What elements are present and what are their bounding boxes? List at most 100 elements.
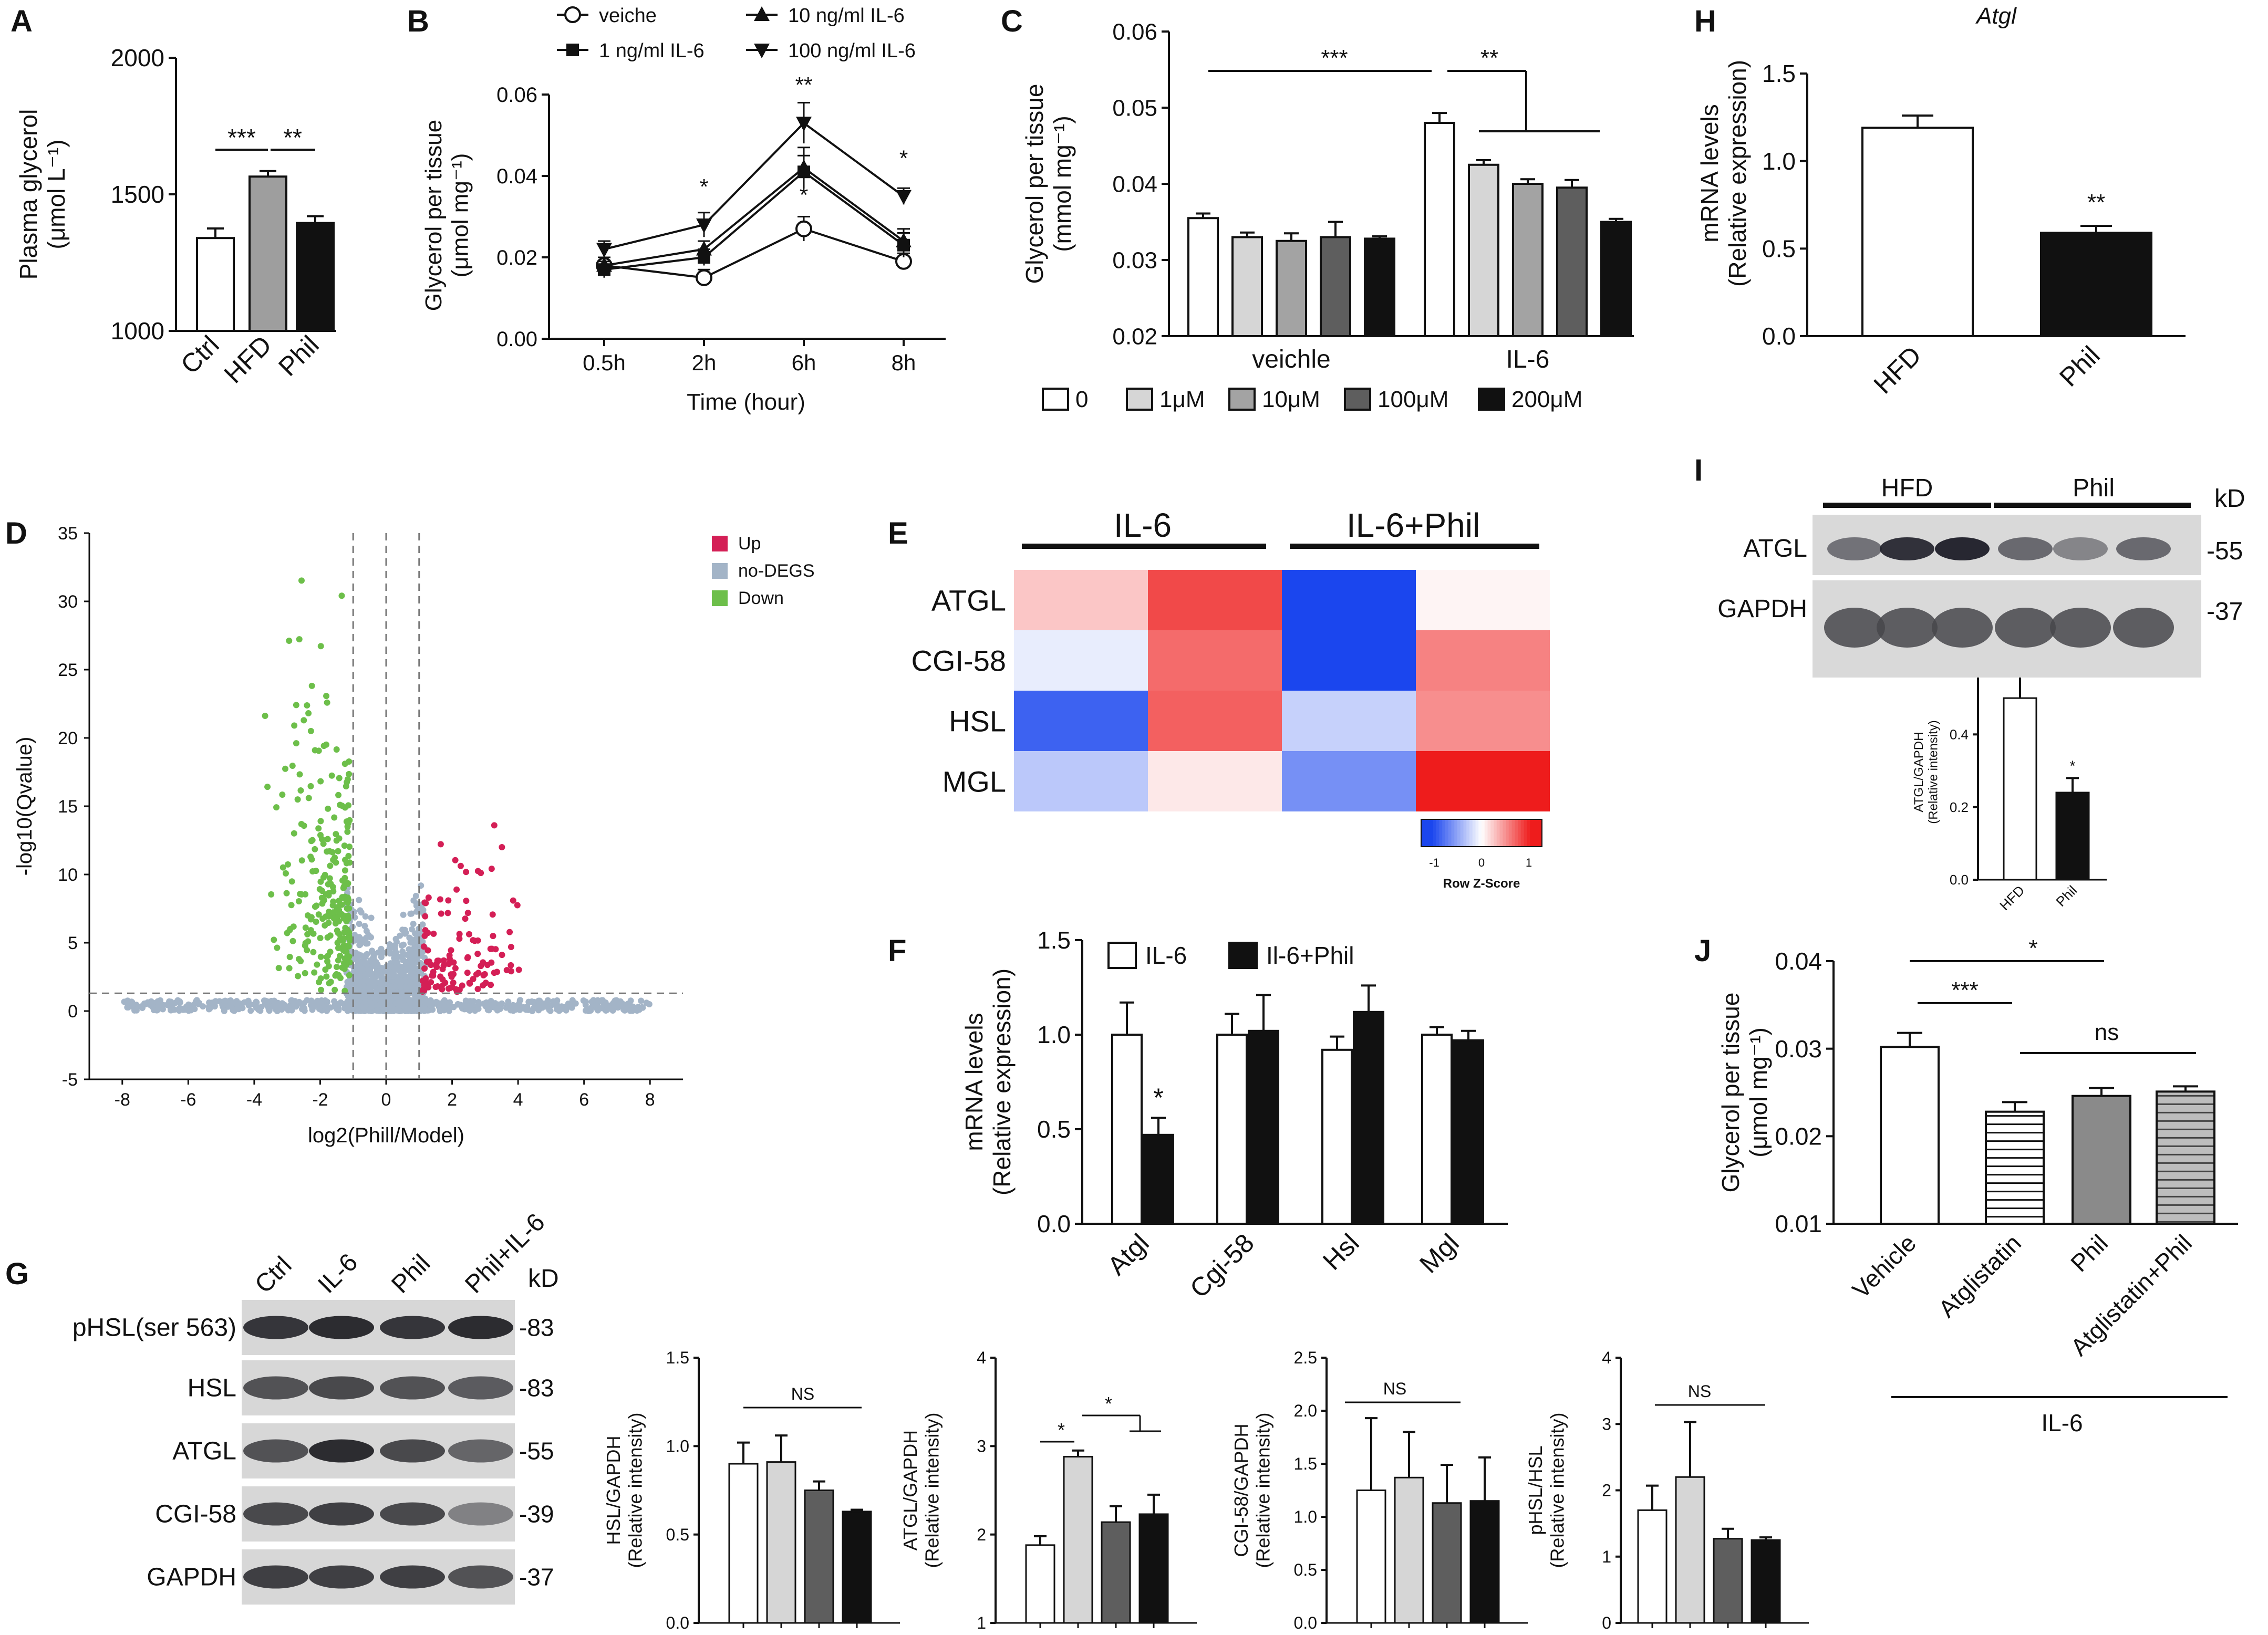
e-row-label: MGL [943,765,1006,798]
d-point-no-degs [557,1005,564,1012]
b-legend-label: 100 ng/ml IL-6 [788,40,916,62]
d-point-up [422,913,429,920]
d-point-down [324,954,330,961]
d-point-up [499,843,505,850]
chart-g-cgi58-gapdh: 0.0 0.5 1.0 1.5 2.0 2.5 CGI-58/GAPDH (Relative … [1230,1348,1528,1632]
d-point-no-degs [350,909,357,915]
d-point-up [457,862,464,869]
blot-g-band [309,1565,374,1589]
d-point-down [332,986,338,993]
g4-ytick-label: 1 [1602,1547,1611,1566]
d-point-no-degs [360,1005,367,1012]
blot-g-kd: -39 [519,1501,554,1528]
d-point-up [506,929,513,935]
d-point-down [338,592,345,599]
e-group-label: IL-6+Phil [1347,506,1480,544]
g3-ytick-label: 0.5 [1294,1560,1317,1579]
d-point-up [420,943,427,950]
d-point-down [324,699,330,706]
f-ytick-label: 1.0 [1037,1021,1071,1048]
j-group-label: IL-6 [2041,1409,2083,1436]
j-bar [1985,1110,2045,1225]
d-legend-label: Up [738,534,761,554]
e-scale-segment [1520,819,1524,847]
d-point-up [437,896,443,903]
d-point-no-degs [462,1002,469,1009]
d-point-down [313,868,319,874]
d-point-down [329,883,336,890]
d-point-no-degs [154,1007,161,1014]
d-point-no-degs [364,940,371,947]
blot-g-kd-header: kD [528,1265,559,1293]
d-point-no-degs [359,967,366,974]
c-sig-label: *** [1321,45,1348,71]
c-legend-swatch [1344,388,1371,411]
d-point-no-degs [617,1003,624,1009]
c-legend-swatch [1042,388,1069,411]
blot-i-band-atgl [1935,537,1990,560]
b-xtick-label: 8h [892,350,916,375]
d-point-up [465,931,472,938]
d-point-down [275,965,282,972]
d-point-no-degs [355,987,362,994]
d-point-down [330,898,337,905]
g4-bar [1751,1539,1781,1624]
d-point-down [302,942,308,949]
d-point-up [432,984,439,991]
d-point-down [329,849,336,856]
d-point-no-degs [200,1003,206,1010]
b-point [795,220,812,237]
panel-letter-d: D [5,516,27,550]
d-point-down [332,972,339,979]
d-point-down [326,980,333,986]
d-point-down [331,814,338,821]
d-point-down [342,857,349,863]
d-legend-swatch [712,590,728,606]
d-point-up [430,930,437,937]
d-point-no-degs [512,1003,519,1009]
d-point-no-degs [608,1006,615,1013]
d-ytick-label: 35 [58,524,78,544]
b-xtick-label: 6h [792,350,816,375]
b-sig-label: * [899,146,908,171]
d-point-no-degs [333,1005,340,1012]
c-bar [1231,236,1263,337]
d-point-up [435,957,442,964]
d-point-down [294,796,301,803]
blot-g-band [309,1502,374,1526]
d-point-up [474,951,481,957]
d-point-down [346,770,353,777]
b-legend-marker [754,44,770,58]
e-heat-cell [1148,751,1282,811]
d-point-down [325,919,332,926]
d-point-down [330,915,337,922]
d-point-no-degs [470,998,477,1005]
d-point-no-degs [351,967,358,974]
d-point-no-degs [346,996,353,1003]
e-scale-tick: -1 [1429,856,1439,869]
e-scale-segment [1433,819,1436,847]
d-point-no-degs [371,962,378,968]
i-bar [2055,792,2090,881]
d-xlabel: log2(Phill/Model) [308,1124,464,1147]
b-xlabel: Time (hour) [687,389,805,415]
a-ylabel: Plasma glycerol [15,109,42,280]
h-xtick-label: Phil [2054,340,2106,392]
d-point-up [445,897,452,904]
d-point-up [480,972,487,978]
d-point-up [462,915,469,922]
d-point-no-degs [374,968,380,975]
j-sig-label: * [2028,935,2037,961]
g3-ylabel-unit: (Relative intensity) [1252,1412,1273,1568]
d-point-up [482,980,489,986]
blot-i-separator [1813,575,2201,580]
e-heat-cell [1416,691,1550,751]
panel-letter-e: E [888,516,908,550]
d-point-down [307,926,314,933]
d-point-up [488,982,494,988]
d-point-no-degs [517,997,524,1004]
chart-f-mrna-levels: 0.0 0.5 1.0 1.5 mRNA levels (Relative express… [960,926,1508,1304]
d-point-up [448,973,455,980]
c-ylabel-unit: (mmol mg⁻¹) [1049,116,1076,252]
d-point-no-degs [191,1006,198,1013]
